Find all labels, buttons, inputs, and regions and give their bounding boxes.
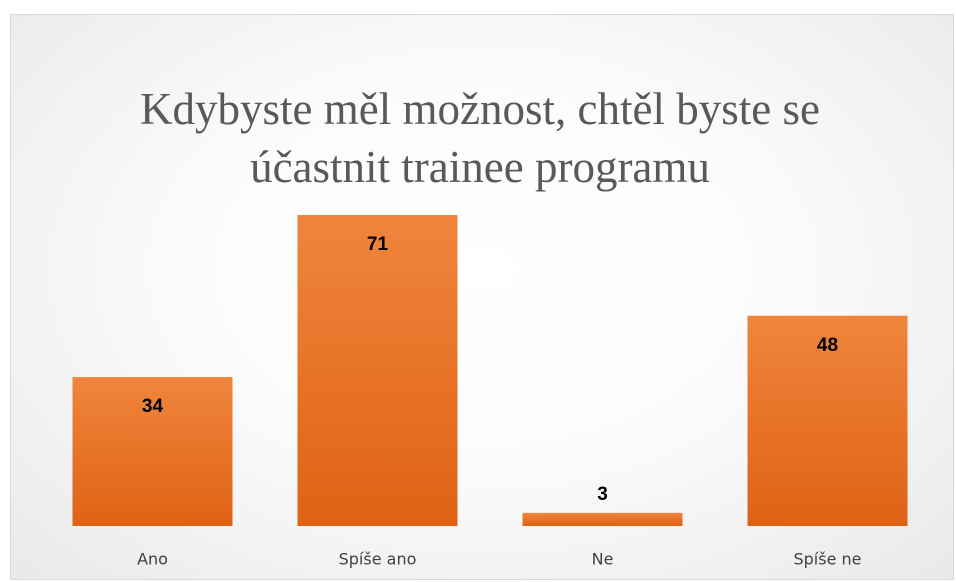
data-label: 48 [817, 335, 838, 356]
data-label: 71 [367, 234, 389, 255]
data-label: 3 [597, 484, 608, 505]
chart-title: Kdybyste měl možnost, chtěl byste se úča… [140, 84, 820, 192]
x-tick-label: Spíše ne [793, 550, 861, 569]
x-tick-label: Ne [592, 550, 614, 569]
x-tick-label: Ano [137, 550, 168, 569]
bar [297, 215, 458, 526]
bar [522, 512, 683, 526]
data-label: 34 [142, 396, 164, 417]
x-tick-label: Spíše ano [339, 550, 417, 569]
bar [72, 377, 233, 526]
bar [747, 315, 908, 526]
